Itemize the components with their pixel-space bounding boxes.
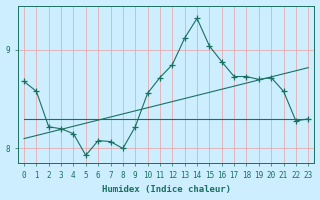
X-axis label: Humidex (Indice chaleur): Humidex (Indice chaleur) — [102, 185, 231, 194]
